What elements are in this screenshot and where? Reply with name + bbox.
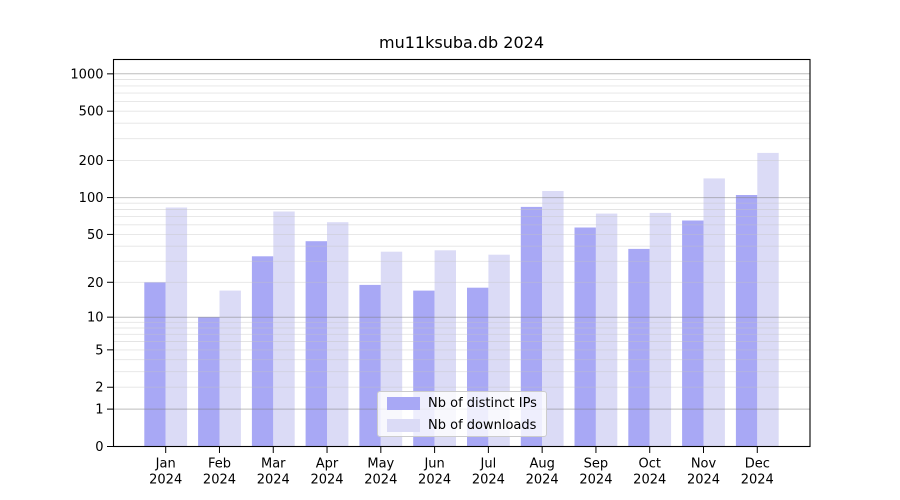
x-tick-label-year: 2024 <box>526 473 559 488</box>
bar-downloads-nov <box>703 178 725 447</box>
legend-item-downloads: Nb of downloads <box>387 418 546 433</box>
x-tick-label-year: 2024 <box>633 473 666 488</box>
bar-distinct-ips-sep <box>574 227 596 447</box>
bar-downloads-feb <box>219 290 241 447</box>
bar-downloads-apr <box>327 222 349 447</box>
x-tick-label-year: 2024 <box>364 473 397 488</box>
x-tick-label-month: Jul <box>480 457 497 472</box>
y-tick-label: 100 <box>79 191 104 206</box>
x-tick-label-month: Jun <box>423 457 444 472</box>
bar-distinct-ips-feb <box>198 317 220 447</box>
x-tick-label-month: Oct <box>638 457 660 472</box>
y-tick-label: 50 <box>87 228 104 243</box>
legend-label-downloads: Nb of downloads <box>428 417 537 433</box>
y-tick-label: 1000 <box>70 67 103 82</box>
x-tick-label-year: 2024 <box>418 473 451 488</box>
x-tick-label-year: 2024 <box>257 473 290 488</box>
x-tick-label-month: Nov <box>691 457 717 472</box>
x-tick-label-month: Jan <box>155 457 176 472</box>
y-tick-label: 200 <box>79 154 104 169</box>
x-tick-label-month: Dec <box>745 457 770 472</box>
bar-distinct-ips-nov <box>682 220 704 447</box>
legend-item-distinct-ips: Nb of distinct IPs <box>387 396 546 411</box>
y-tick-label: 0 <box>95 440 103 455</box>
x-tick-label-month: Mar <box>261 457 286 472</box>
bar-distinct-ips-jan <box>144 282 166 447</box>
x-tick-label-year: 2024 <box>687 473 720 488</box>
x-tick-label-year: 2024 <box>579 473 612 488</box>
bar-downloads-aug <box>542 191 564 447</box>
bar-distinct-ips-mar <box>251 256 274 447</box>
x-tick-label-year: 2024 <box>741 473 774 488</box>
legend: Nb of distinct IPs Nb of downloads <box>377 391 547 437</box>
y-tick-label: 500 <box>79 105 104 120</box>
x-tick-label-year: 2024 <box>203 473 236 488</box>
legend-swatch-downloads <box>387 418 420 432</box>
bar-distinct-ips-may <box>359 284 381 447</box>
bar-downloads-mar <box>273 211 295 447</box>
y-tick-label: 5 <box>95 343 103 358</box>
bar-distinct-ips-apr <box>305 241 327 447</box>
bar-downloads-jan <box>165 207 188 447</box>
x-tick-label-month: Aug <box>529 457 554 472</box>
chart-title: mu11ksuba.db 2024 <box>379 33 544 52</box>
y-tick-label: 2 <box>95 381 103 396</box>
bar-downloads-oct <box>649 212 672 447</box>
x-tick-label-year: 2024 <box>472 473 505 488</box>
legend-swatch-distinct-ips <box>387 396 420 410</box>
bar-distinct-ips-oct <box>628 248 650 447</box>
x-tick-label-month: Feb <box>208 457 231 472</box>
bar-distinct-ips-dec <box>735 195 758 447</box>
x-tick-label-month: Sep <box>584 457 609 472</box>
bar-downloads-sep <box>595 213 618 447</box>
plot-border <box>112 58 811 448</box>
x-tick-label-year: 2024 <box>149 473 182 488</box>
x-tick-label-year: 2024 <box>310 473 343 488</box>
legend-label-distinct-ips: Nb of distinct IPs <box>428 395 537 411</box>
x-tick-label-month: Apr <box>316 457 339 472</box>
x-tick-label-month: May <box>367 457 394 472</box>
bar-distinct-ips-aug <box>520 206 543 447</box>
bar-downloads-dec <box>757 152 779 447</box>
y-tick-label: 1 <box>95 403 103 418</box>
y-tick-label: 20 <box>87 276 104 291</box>
y-tick-label: 10 <box>87 311 104 326</box>
